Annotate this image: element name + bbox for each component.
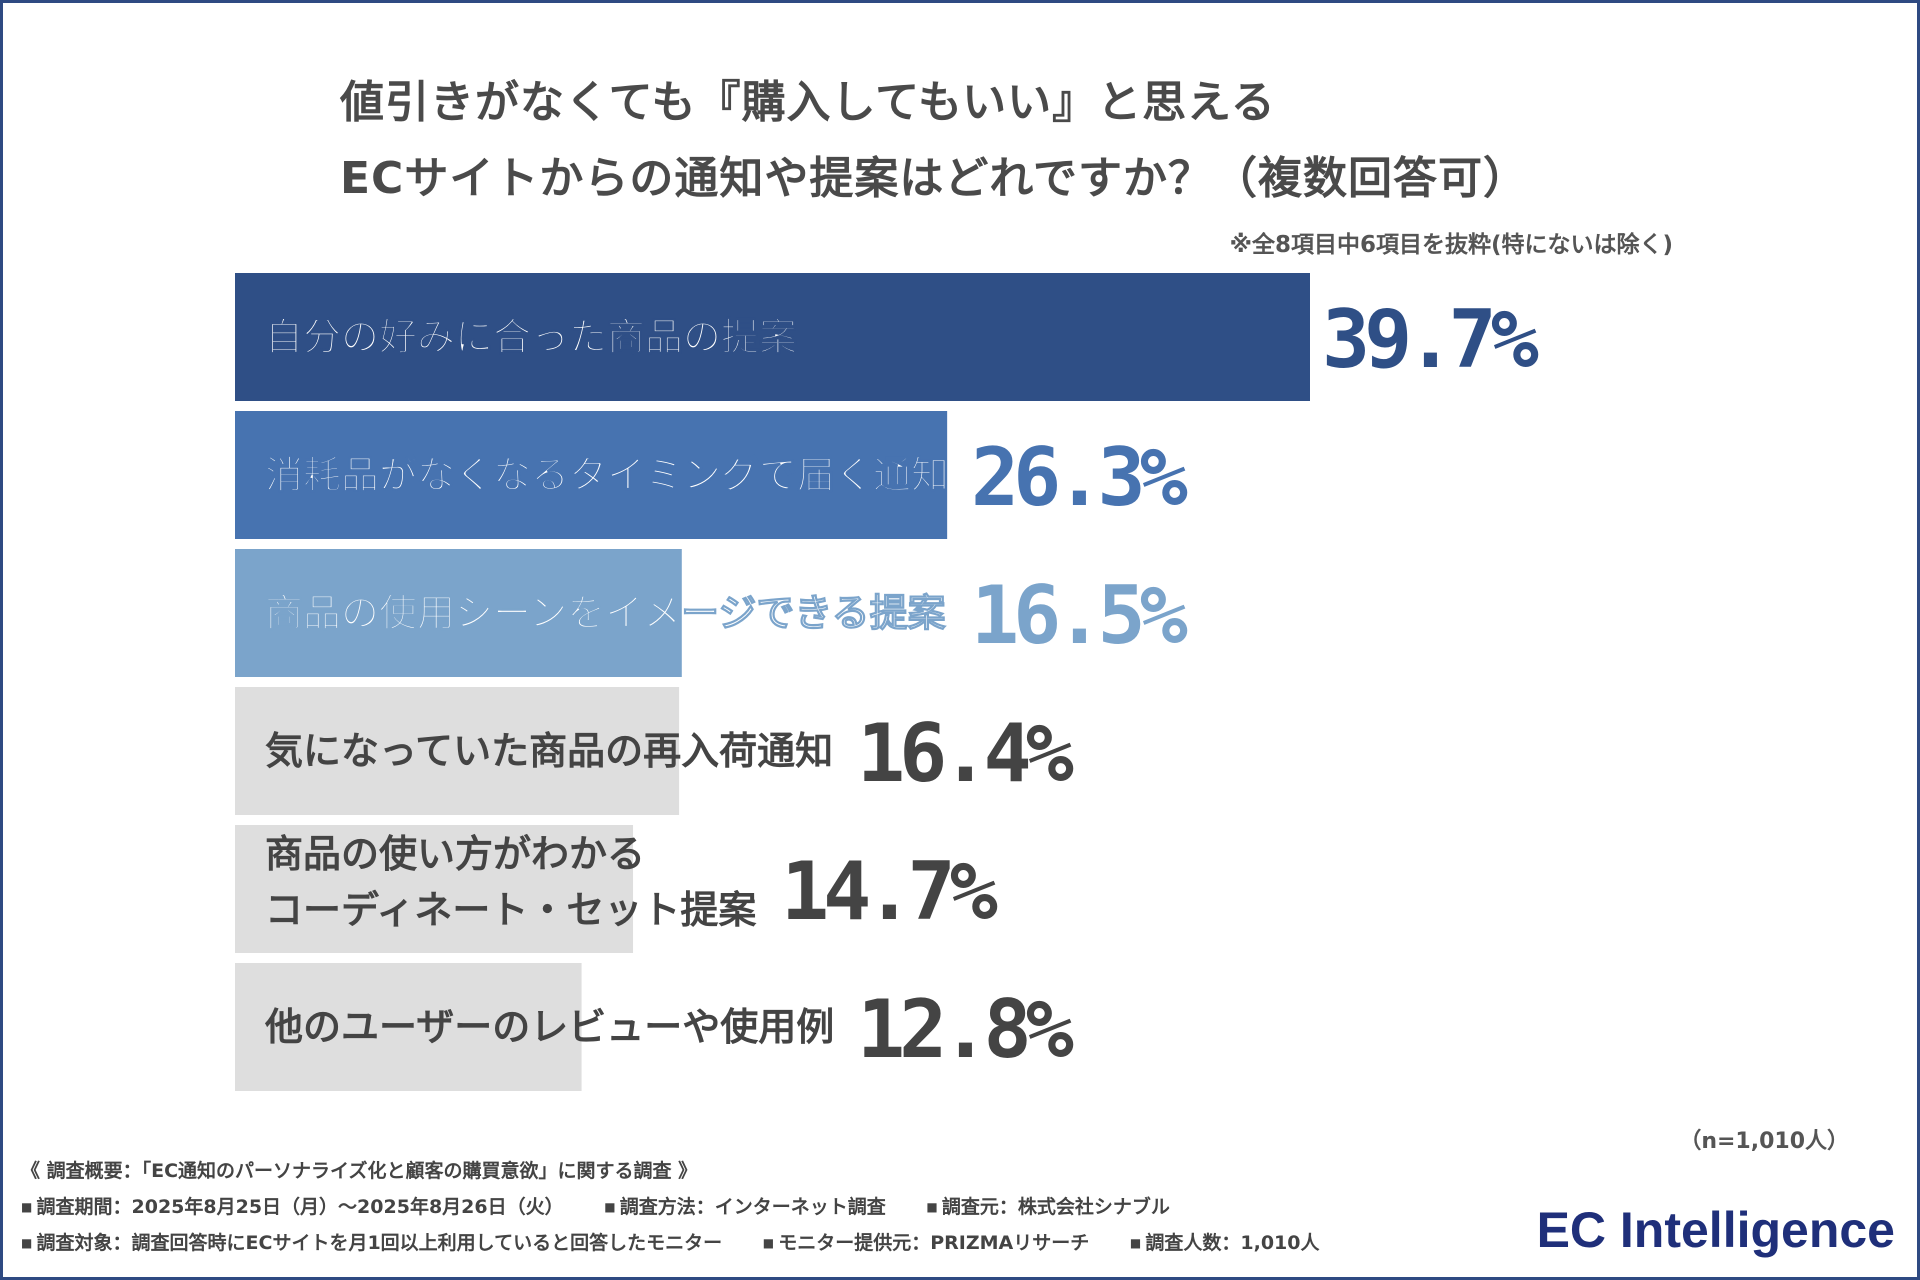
survey-method: 調査方法：インターネット調査: [604, 1189, 886, 1225]
chart-title: 値引きがなくても『購入してもいい』と思える ECサイトからの通知や提案はどれです…: [340, 65, 1528, 217]
value-label-3: 16.5%: [971, 569, 1188, 662]
survey-heading: 《 調査概要：「EC通知のパーソナライズ化と顧客の購買意欲」に関する調査 》: [21, 1160, 698, 1182]
category-label-5: 商品の使い方がわかるコーディネート・セット提案: [265, 832, 757, 932]
bar-6: [235, 963, 582, 1091]
chart-title-line-2: ECサイトからの通知や提案はどれですか？（複数回答可）: [340, 153, 1529, 204]
survey-period: 調査期間：2025年8月25日（月）～2025年8月26日（火）: [21, 1189, 564, 1225]
survey-row-2: 調査対象：調査回答時にECサイトを月1回以上利用していると回答したモニター モニ…: [21, 1225, 1354, 1261]
bar-5: [235, 825, 634, 953]
bar-4: [235, 687, 680, 815]
bar-2: [235, 411, 948, 539]
category-label-4: 気になっていた商品の再入荷通知: [265, 729, 833, 773]
survey-overview: 《 調査概要：「EC通知のパーソナライズ化と顧客の購買意欲」に関する調査 》 調…: [21, 1153, 1354, 1261]
survey-provider: モニター提供元：PRIZMAリサーチ: [763, 1225, 1089, 1261]
chart-title-line-1: 値引きがなくても『購入してもいい』と思える: [340, 77, 1276, 128]
value-label-2: 26.3%: [971, 431, 1188, 524]
value-label-6: 12.8%: [857, 983, 1074, 1076]
category-label-6: 他のユーザーのレビューや使用例: [264, 1005, 834, 1049]
survey-source: 調査元：株式会社シナブル: [926, 1189, 1170, 1225]
bar-3: [235, 549, 682, 677]
category-label-1: 自分の好みに合った商品の提案: [265, 315, 798, 359]
ec-intelligence-logo: EC Intelligence: [1536, 1202, 1895, 1258]
bar-chart: 自分の好みに合った商品の提案 39.7% 消耗品がなくなるタイミングで届く通知 26.…: [235, 273, 1545, 1091]
value-label-1: 39.7%: [1322, 293, 1539, 386]
survey-count: 調査人数：1,010人: [1130, 1225, 1319, 1261]
extraction-note: ※全8項目中6項目を抜粋(特にないは除く): [1229, 232, 1673, 258]
category-label-2: 消耗品がなくなるタイミングで届く通知: [265, 453, 949, 497]
survey-row-1: 調査期間：2025年8月25日（月）～2025年8月26日（火） 調査方法：イン…: [21, 1189, 1354, 1225]
bar-1: [235, 273, 1310, 401]
survey-target: 調査対象：調査回答時にECサイトを月1回以上利用していると回答したモニター: [21, 1225, 723, 1261]
value-label-4: 16.4%: [857, 707, 1074, 800]
sample-size-note: （n=1,010人）: [1679, 1129, 1849, 1154]
category-label-3: 商品の使用シーンをイメージできる提案: [265, 591, 947, 635]
value-label-5: 14.7%: [781, 845, 998, 938]
